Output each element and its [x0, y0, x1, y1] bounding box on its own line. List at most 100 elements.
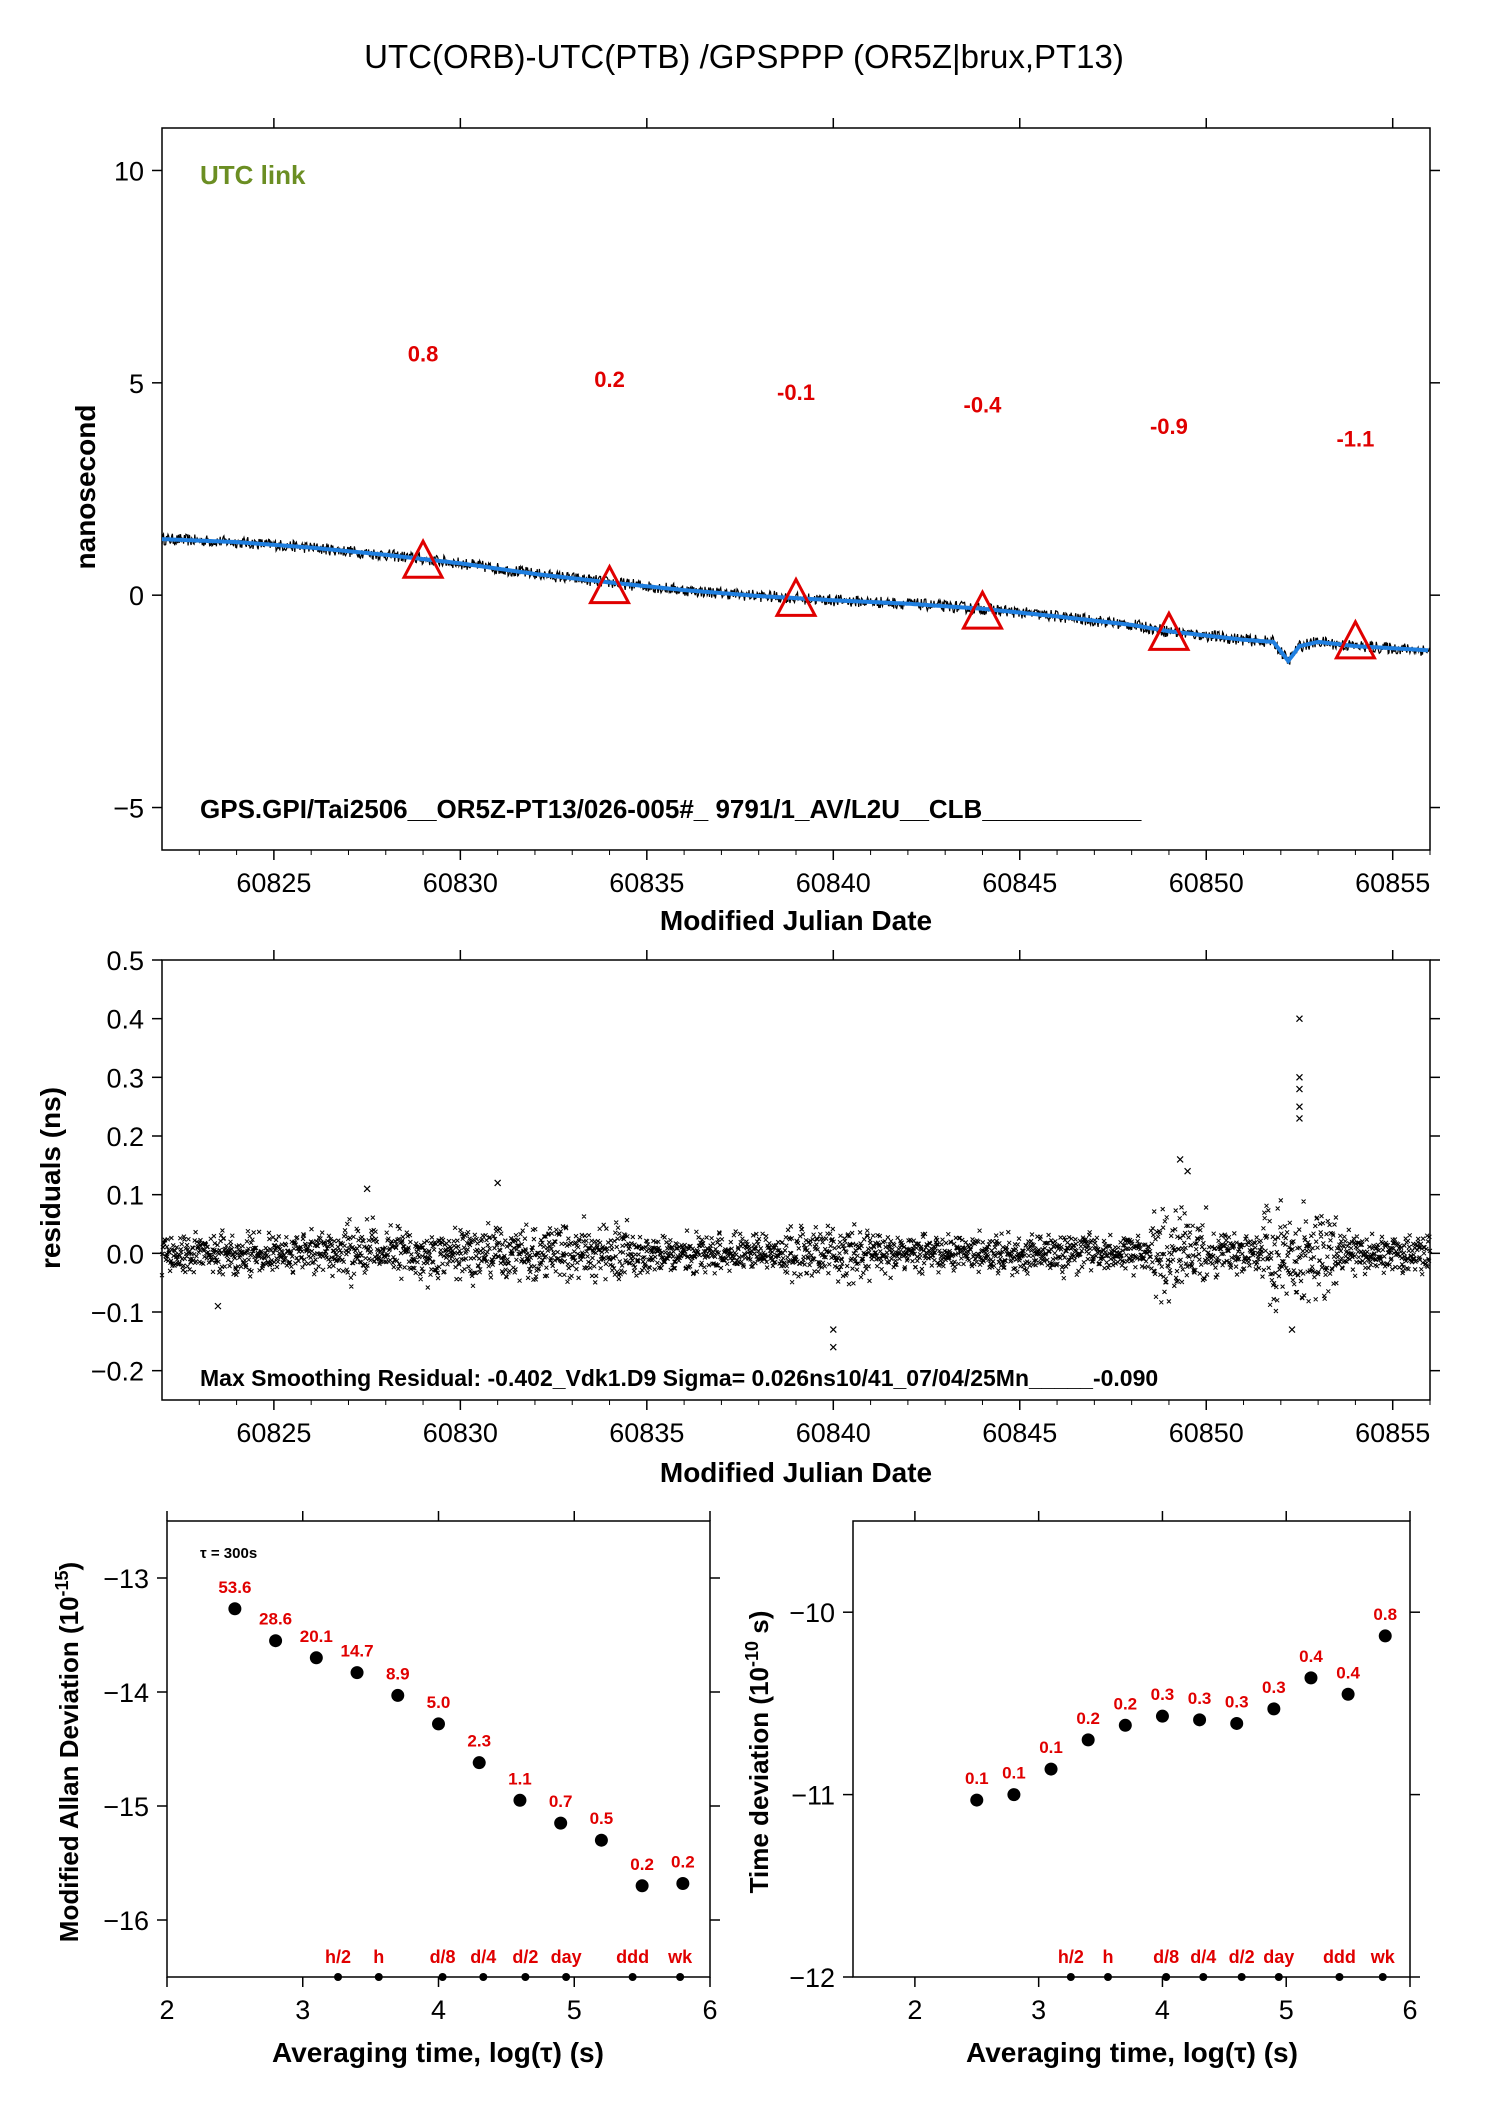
- tdev-point: [1341, 1687, 1355, 1701]
- residuals-xtick-label: 60850: [1169, 1418, 1244, 1448]
- residuals-ytick-label: −0.2: [91, 1357, 144, 1387]
- residuals-outlier-point: [214, 1302, 222, 1310]
- tdev-period-marker: [1378, 1973, 1387, 1981]
- mdev-point-label: 1.1: [508, 1769, 532, 1788]
- tdev-ytick-label: −12: [789, 1963, 835, 1993]
- tdev-period-marker: [1066, 1973, 1075, 1981]
- mdev-ytick-label: −16: [103, 1906, 149, 1936]
- tdev-point: [1378, 1629, 1392, 1643]
- mdev-point: [635, 1879, 649, 1893]
- mdev-point-label: 0.5: [590, 1809, 614, 1828]
- mdev-points: 53.6 28.6 20.1 14.7 8.9 5.0 2.3 1.1 0.7 0.5 0.2 0.2…: [218, 1578, 695, 1981]
- tdev-period-marker: [1162, 1973, 1171, 1981]
- tdev-point: [1230, 1716, 1244, 1730]
- tdev-ytick-label: −11: [791, 1781, 835, 1811]
- tdev-period-label: wk: [1370, 1947, 1396, 1967]
- tdev-point: [1081, 1733, 1095, 1747]
- residuals-y-axis-label: residuals (ns): [35, 1087, 66, 1269]
- mdev-y-label-end: ): [54, 1562, 84, 1571]
- tdev-point-label: 0.2: [1113, 1694, 1137, 1713]
- tdev-panel: 2 3 4 5 6−12−11−10 0.1 0.10.10.20.2 0.3 0.3 0.30…: [742, 1511, 1420, 2068]
- residuals-xtick-label: 60845: [982, 1418, 1057, 1448]
- residuals-outlier-point: [1296, 1073, 1303, 1081]
- residuals-outlier-point: [1296, 1114, 1303, 1122]
- residuals-xtick-label: 60840: [796, 1418, 871, 1448]
- residuals-point-cloud: [159, 1198, 1433, 1314]
- mdev-point-label: 5.0: [427, 1693, 451, 1712]
- mdev-period-marker: [334, 1973, 343, 1981]
- residuals-points: [159, 1015, 1433, 1351]
- mdev-period-label: h: [373, 1947, 384, 1967]
- residuals-xtick-label: 60855: [1355, 1418, 1430, 1448]
- mdev-period-label: h/2: [325, 1947, 351, 1967]
- mdev-point-label: 53.6: [218, 1578, 251, 1597]
- link-smoothed-line: [161, 537, 1429, 665]
- residuals-plot-frame: [161, 959, 1431, 1401]
- link-noise-band: [161, 531, 1431, 665]
- mdev-point-label: 20.1: [300, 1627, 333, 1646]
- mdev-xtick-label: 4: [431, 1995, 446, 2025]
- tdev-point: [1118, 1718, 1132, 1732]
- link-marker-label: -0.4: [964, 393, 1003, 418]
- mdev-point-label: 0.2: [671, 1853, 695, 1872]
- tdev-point: [1304, 1671, 1318, 1685]
- mdev-point: [432, 1717, 445, 1731]
- link-marker-label: -1.1: [1336, 427, 1374, 452]
- mdev-ytick-label: −13: [103, 1564, 149, 1594]
- residuals-axes: 60825 60830 60835 60840 60845 60850 60855 −0.2 −…: [91, 946, 1440, 1448]
- link-ytick-label: 5: [129, 369, 144, 399]
- tdev-x-axis-label: Averaging time, log(τ) (s): [966, 2037, 1298, 2068]
- tdev-point: [1044, 1762, 1058, 1776]
- residuals-xtick-label: 60825: [236, 1418, 311, 1448]
- mdev-point: [228, 1602, 242, 1616]
- mdev-period-marker: [628, 1973, 637, 1981]
- link-bottom-annotation: GPS.GPI/Tai2506__OR5Z-PT13/026-005#_ 979…: [200, 794, 1142, 824]
- tdev-point-label: 0.3: [1188, 1689, 1212, 1708]
- mdev-point: [594, 1833, 608, 1847]
- residuals-ytick-label: 0.2: [106, 1122, 144, 1152]
- tdev-point-label: 0.1: [1039, 1738, 1063, 1757]
- mdev-axes: 2 3 4 5 6 −16 −15 −14 −13: [103, 1511, 720, 2025]
- residuals-ytick-label: 0.4: [106, 1005, 144, 1035]
- tdev-xtick-label: 4: [1155, 1995, 1170, 2025]
- residuals-outlier-point: [494, 1179, 502, 1187]
- residuals-outlier-point: [1288, 1326, 1296, 1334]
- mdev-point: [391, 1688, 405, 1702]
- mdev-x-axis-label: Averaging time, log(τ) (s): [272, 2037, 604, 2068]
- link-x-axis-label: Modified Julian Date: [660, 905, 932, 936]
- tdev-xtick-label: 5: [1279, 1995, 1294, 2025]
- residuals-outlier-point: [1296, 1085, 1303, 1093]
- residuals-outlier-point: [1184, 1167, 1192, 1175]
- tdev-period-label: ddd: [1323, 1947, 1356, 1967]
- mdev-period-marker: [438, 1973, 447, 1981]
- residuals-x-axis-label: Modified Julian Date: [660, 1457, 932, 1488]
- tdev-y-label-end: s): [744, 1611, 774, 1641]
- residuals-xtick-label: 60835: [609, 1418, 684, 1448]
- tdev-point: [1155, 1709, 1169, 1723]
- residuals-ytick-label: 0.1: [106, 1181, 144, 1211]
- tdev-y-label-exp: -10: [742, 1641, 762, 1667]
- mdev-period-label: day: [551, 1947, 582, 1967]
- mdev-ytick-label: −14: [103, 1678, 149, 1708]
- link-marker-label: 0.2: [594, 367, 625, 392]
- link-series: [161, 537, 1429, 665]
- mdev-period-label: wk: [667, 1947, 693, 1967]
- tdev-point-label: 0.3: [1225, 1692, 1249, 1711]
- tdev-period-label: d/4: [1190, 1947, 1216, 1967]
- link-noise-trace: [161, 531, 1431, 665]
- tdev-point-label: 0.3: [1262, 1678, 1286, 1697]
- link-plot-frame: [161, 127, 1431, 851]
- link-marker-triangle: [960, 588, 1004, 630]
- residuals-outlier-point: [363, 1185, 371, 1193]
- link-ytick-label: −5: [113, 794, 144, 824]
- residuals-ytick-label: −0.1: [91, 1298, 144, 1328]
- link-ytick-label: 10: [114, 156, 144, 186]
- tdev-period-label: h/2: [1058, 1947, 1084, 1967]
- mdev-xtick-label: 6: [702, 1995, 717, 2025]
- tau-note: τ = 300s: [200, 1545, 257, 1562]
- tdev-y-axis-label: Time deviation (10-10 s): [742, 1611, 774, 1894]
- residuals-outlier-point: [1176, 1156, 1184, 1163]
- mdev-period-label: d/8: [430, 1947, 456, 1967]
- tdev-point: [1193, 1713, 1207, 1727]
